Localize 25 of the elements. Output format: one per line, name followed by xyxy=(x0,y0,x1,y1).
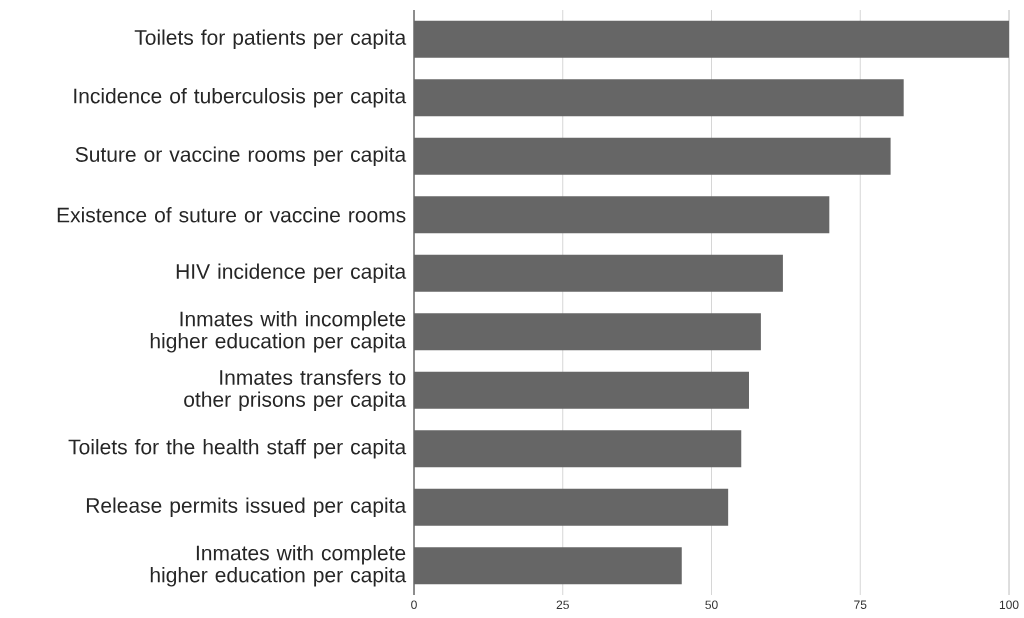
bar xyxy=(414,79,904,117)
bar xyxy=(414,196,830,234)
bar xyxy=(414,254,783,292)
bar xyxy=(414,488,729,526)
bar xyxy=(414,430,742,468)
y-tick-label: Toilets for patients per capita xyxy=(134,29,407,50)
y-tick-label: Suture or vaccine rooms per capita xyxy=(75,146,407,167)
y-tick-label: Inmates with complete higher education per capita xyxy=(150,544,407,587)
y-tick-label: Existence of suture or vaccine rooms xyxy=(57,207,406,223)
bar xyxy=(414,371,749,409)
x-tick-label: 0 xyxy=(411,600,417,610)
x-tick-label: 50 xyxy=(705,600,718,610)
y-tick-label: HIV incidence per capita xyxy=(176,263,407,284)
y-tick-label: Inmates transfers to other prisons per capita xyxy=(184,369,407,412)
y-tick-label: Release permits issued per capita xyxy=(86,497,407,518)
bar xyxy=(414,313,761,351)
y-tick-label: Toilets for the health staff per capita xyxy=(68,438,407,459)
x-tick-label: 100 xyxy=(999,600,1019,610)
y-tick-label: Inmates with incomplete higher education per capita xyxy=(150,310,407,353)
bar xyxy=(414,547,682,585)
y-tick-label: Incidence of tuberculosis per capita xyxy=(74,87,407,108)
bar xyxy=(414,137,891,175)
x-tick-label: 75 xyxy=(854,600,867,609)
bar xyxy=(414,20,1010,58)
x-tick-label: 25 xyxy=(556,600,569,610)
